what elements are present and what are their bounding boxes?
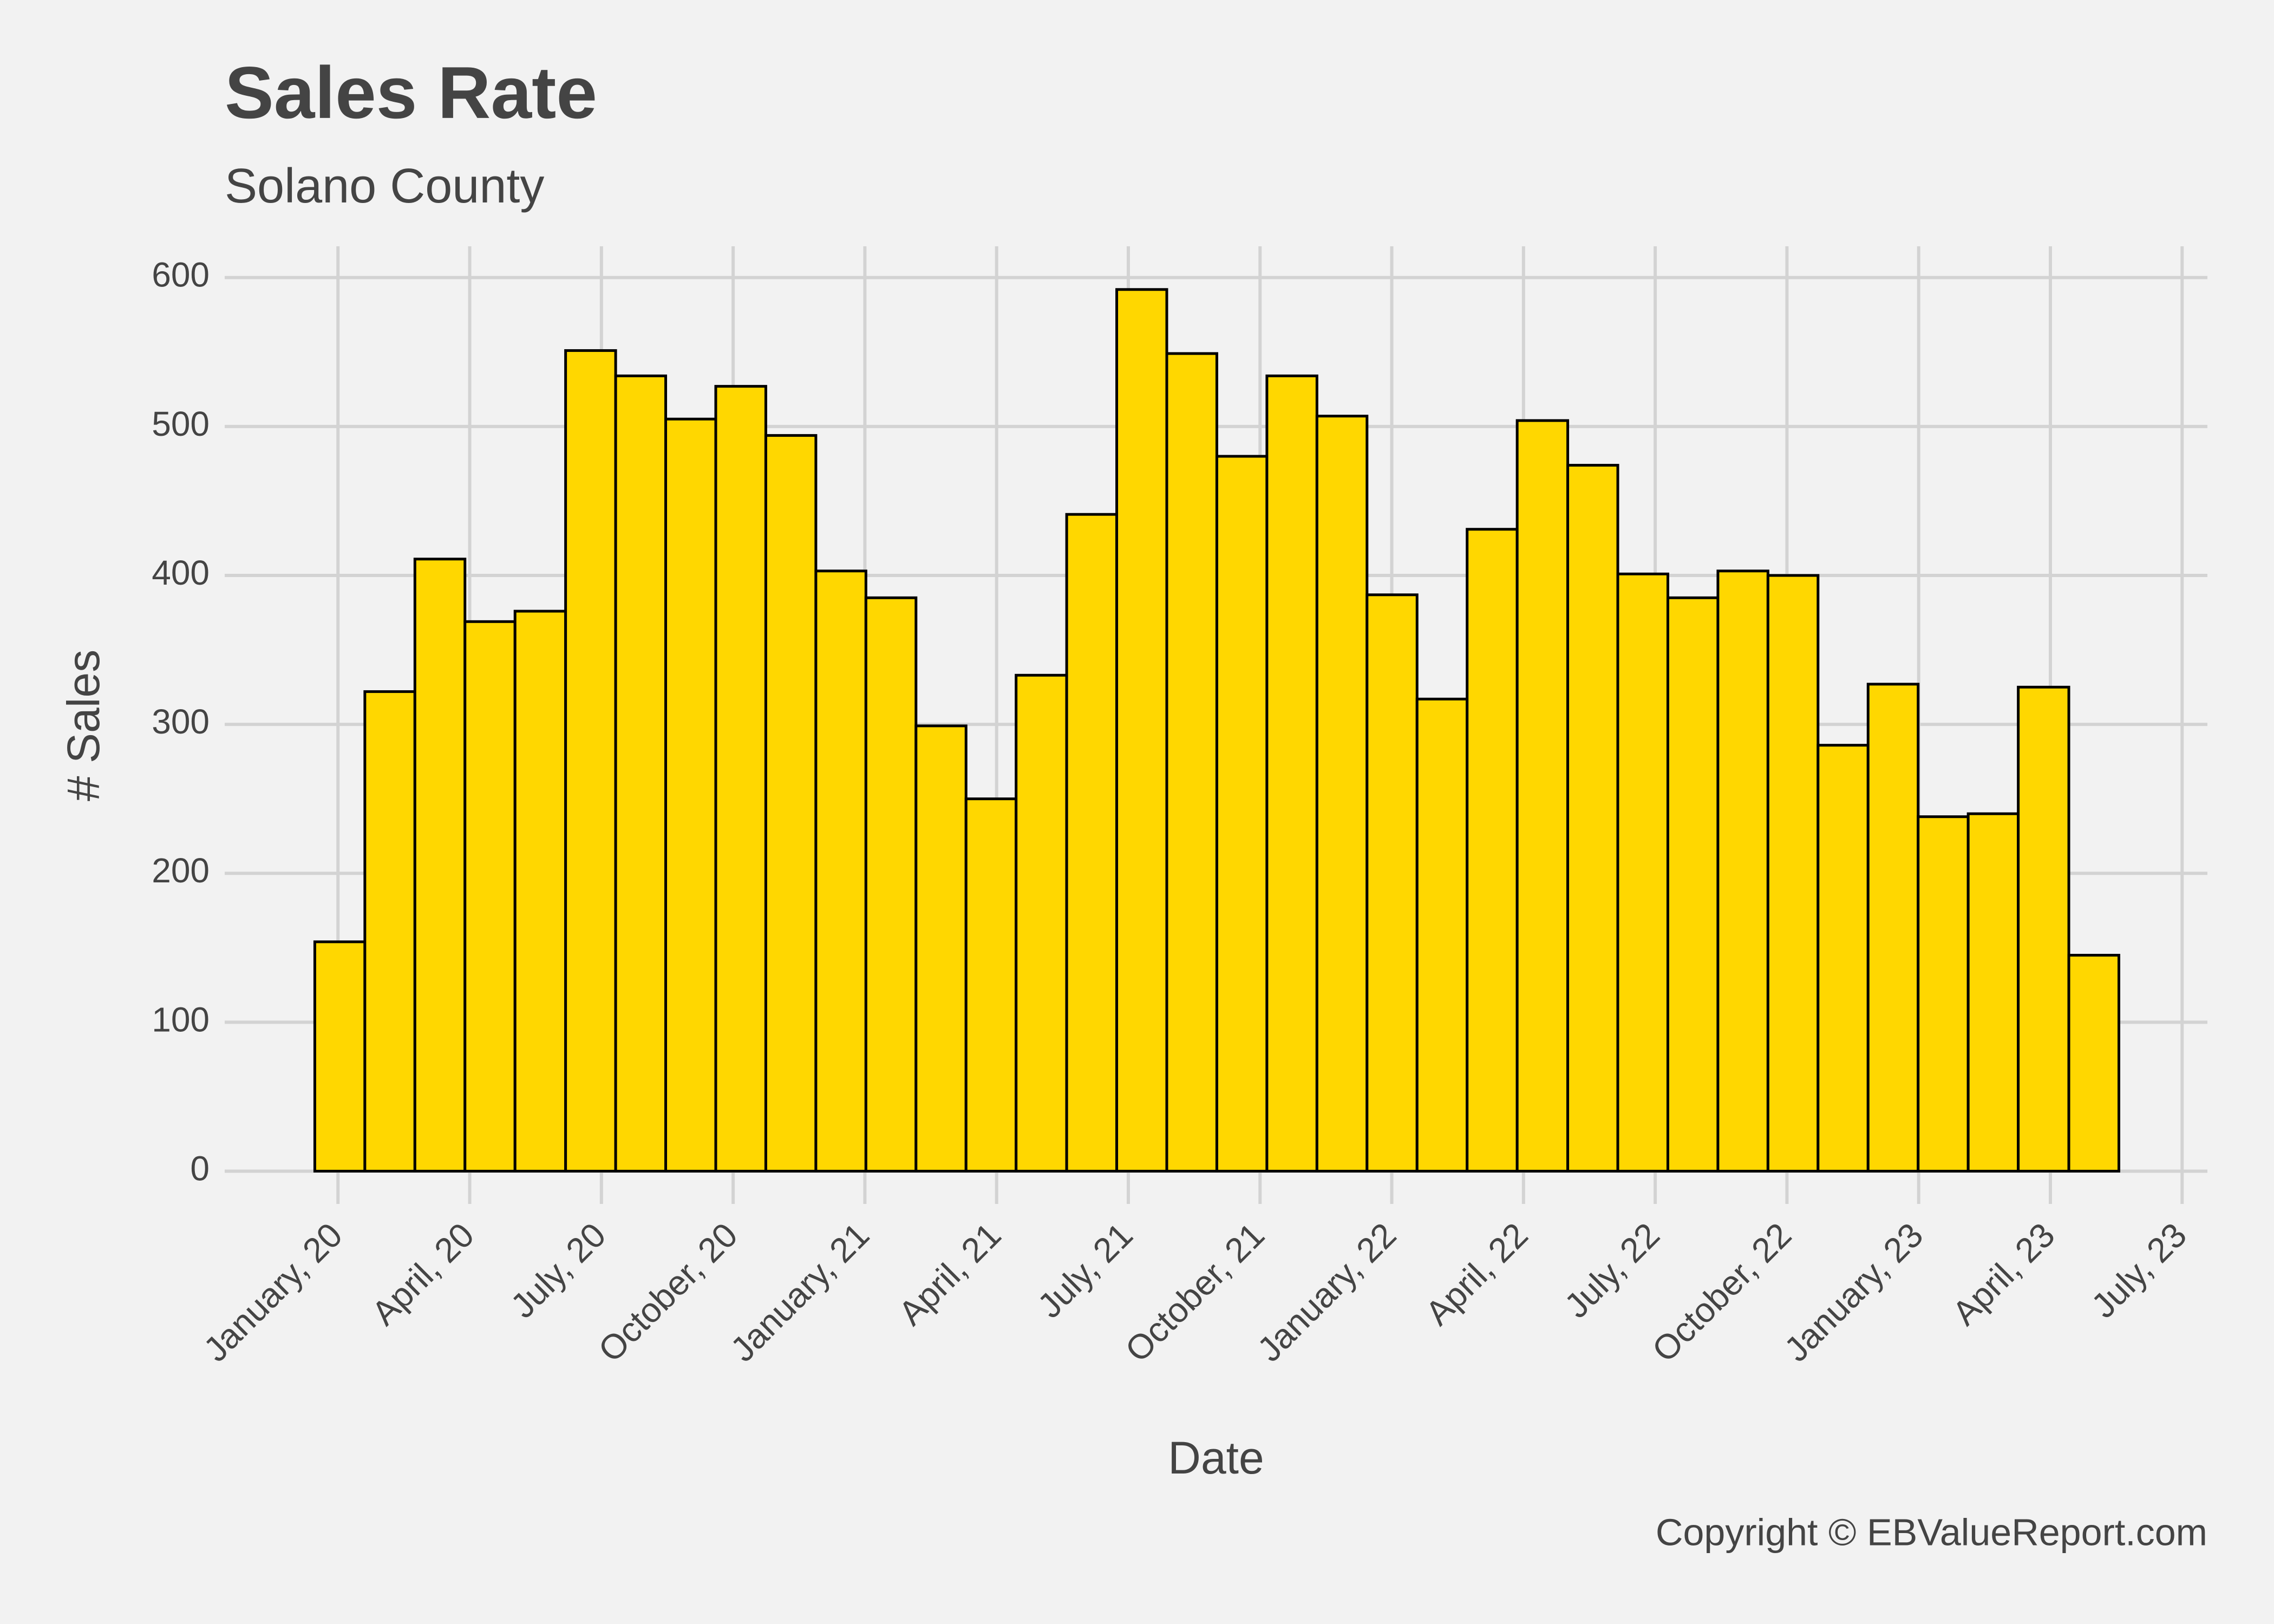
bar: [814, 569, 867, 1173]
bar: [1917, 815, 1970, 1173]
bar: [614, 374, 668, 1173]
bar: [864, 596, 918, 1173]
x-tick-label: October, 22: [1644, 1215, 1799, 1370]
bar: [513, 610, 567, 1173]
caption: Copyright © EBValueReport.com: [1656, 1511, 2207, 1553]
x-tick-label: January, 22: [1250, 1215, 1403, 1369]
y-tick-label: 500: [152, 404, 210, 443]
x-tick-label: July, 20: [503, 1215, 613, 1326]
bar: [2017, 685, 2070, 1173]
bar: [1515, 419, 1570, 1173]
x-tick-label: April, 21: [891, 1215, 1009, 1333]
bar: [1415, 697, 1469, 1173]
bar: [463, 620, 517, 1173]
bar: [413, 558, 467, 1173]
bar: [564, 349, 617, 1173]
x-tick-label: October, 21: [1118, 1215, 1272, 1370]
bar: [714, 385, 767, 1173]
y-tick-label: 0: [190, 1149, 210, 1188]
bar: [1315, 415, 1369, 1173]
x-tick-label: April, 22: [1418, 1215, 1535, 1333]
y-tick-label: 100: [152, 1000, 210, 1039]
x-tick-label: January, 23: [1777, 1215, 1931, 1369]
x-tick-label: April, 20: [364, 1215, 481, 1333]
x-tick-label: July, 23: [2084, 1215, 2194, 1326]
bar: [1165, 352, 1218, 1173]
x-tick-label: January, 21: [723, 1215, 877, 1369]
x-tick-label: April, 23: [1945, 1215, 2062, 1333]
bar: [313, 940, 367, 1173]
bar: [363, 690, 416, 1173]
y-tick-label: 600: [152, 256, 210, 294]
y-tick-label: 400: [152, 553, 210, 592]
y-tick-label: 300: [152, 702, 210, 741]
y-tick-label: 200: [152, 851, 210, 890]
bar: [1115, 288, 1168, 1173]
chart-subtitle: Solano County: [225, 159, 544, 213]
bar: [1265, 374, 1318, 1173]
bar: [1716, 569, 1769, 1173]
bar: [1766, 574, 1820, 1173]
bar: [1666, 596, 1720, 1173]
x-tick-label: July, 21: [1030, 1215, 1140, 1326]
bar: [1816, 744, 1870, 1173]
bar: [964, 797, 1018, 1173]
bar: [1466, 528, 1519, 1173]
bar: [1015, 673, 1068, 1173]
bar: [764, 434, 818, 1173]
bar: [1215, 455, 1269, 1173]
bar: [1866, 683, 1920, 1173]
bar: [1616, 572, 1669, 1173]
bar: [664, 417, 717, 1173]
bar: [1065, 513, 1119, 1173]
bar: [1966, 812, 2020, 1173]
y-axis-title: # Sales: [58, 650, 109, 801]
x-tick-label: July, 22: [1557, 1215, 1667, 1326]
bar: [1566, 463, 1619, 1173]
x-axis-title: Date: [1168, 1432, 1264, 1483]
bar: [2067, 954, 2121, 1173]
bar: [914, 724, 968, 1173]
bar: [1365, 593, 1419, 1173]
x-tick-label: January, 20: [196, 1215, 350, 1369]
x-tick-label: October, 20: [591, 1215, 745, 1370]
chart-title: Sales Rate: [225, 51, 597, 134]
